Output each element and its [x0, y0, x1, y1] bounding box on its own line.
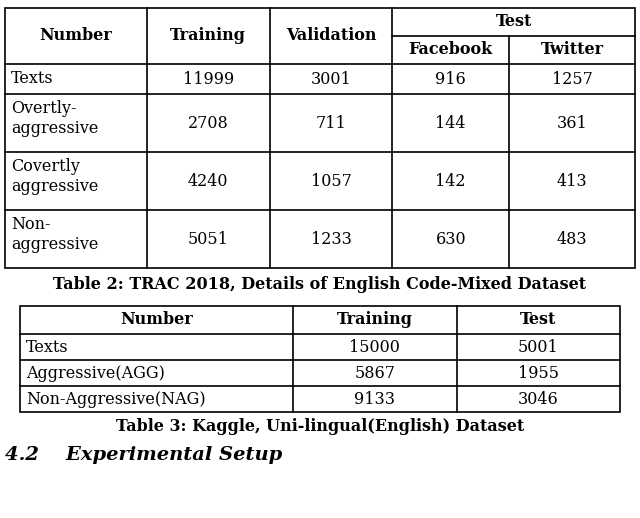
Text: 630: 630	[435, 231, 466, 248]
Bar	[20, 306, 620, 412]
Text: 711: 711	[316, 114, 346, 132]
Text: Twitter: Twitter	[540, 41, 604, 59]
Text: Texts: Texts	[11, 70, 54, 87]
Text: 5001: 5001	[518, 338, 559, 355]
Text: Covertly
aggressive: Covertly aggressive	[11, 158, 99, 195]
Text: 1955: 1955	[518, 365, 559, 381]
Text: 361: 361	[557, 114, 588, 132]
Text: Overtly-
aggressive: Overtly- aggressive	[11, 100, 99, 137]
Text: 4.2    Experimental Setup: 4.2 Experimental Setup	[5, 446, 282, 464]
Text: Validation: Validation	[286, 27, 376, 45]
Text: Aggressive(AGG): Aggressive(AGG)	[26, 365, 165, 381]
Text: Facebook: Facebook	[409, 41, 493, 59]
Text: 1233: 1233	[310, 231, 351, 248]
Text: Test: Test	[495, 13, 532, 31]
Text: 144: 144	[435, 114, 466, 132]
Text: Table 2: TRAC 2018, Details of English Code-Mixed Dataset: Table 2: TRAC 2018, Details of English C…	[53, 276, 587, 293]
Text: 15000: 15000	[349, 338, 401, 355]
Text: 1057: 1057	[310, 172, 351, 190]
Text: Training: Training	[170, 27, 246, 45]
Text: 3046: 3046	[518, 391, 559, 408]
Text: Table 3: Kaggle, Uni-lingual(English) Dataset: Table 3: Kaggle, Uni-lingual(English) Da…	[116, 418, 524, 435]
Text: Non-
aggressive: Non- aggressive	[11, 216, 99, 253]
Text: 142: 142	[435, 172, 466, 190]
Text: 916: 916	[435, 70, 466, 88]
Text: Number: Number	[40, 27, 112, 45]
Text: 1257: 1257	[552, 70, 593, 88]
Text: Training: Training	[337, 311, 413, 328]
Text: 5051: 5051	[188, 231, 228, 248]
Text: Test: Test	[520, 311, 557, 328]
Text: 11999: 11999	[182, 70, 234, 88]
Text: 413: 413	[557, 172, 588, 190]
Text: 2708: 2708	[188, 114, 228, 132]
Text: 5867: 5867	[355, 365, 396, 381]
Bar	[5, 8, 635, 268]
Text: Non-Aggressive(NAG): Non-Aggressive(NAG)	[26, 391, 205, 408]
Text: Number: Number	[120, 311, 193, 328]
Text: 4240: 4240	[188, 172, 228, 190]
Text: 3001: 3001	[310, 70, 351, 88]
Text: Texts: Texts	[26, 338, 68, 355]
Text: 9133: 9133	[355, 391, 396, 408]
Text: 483: 483	[557, 231, 588, 248]
